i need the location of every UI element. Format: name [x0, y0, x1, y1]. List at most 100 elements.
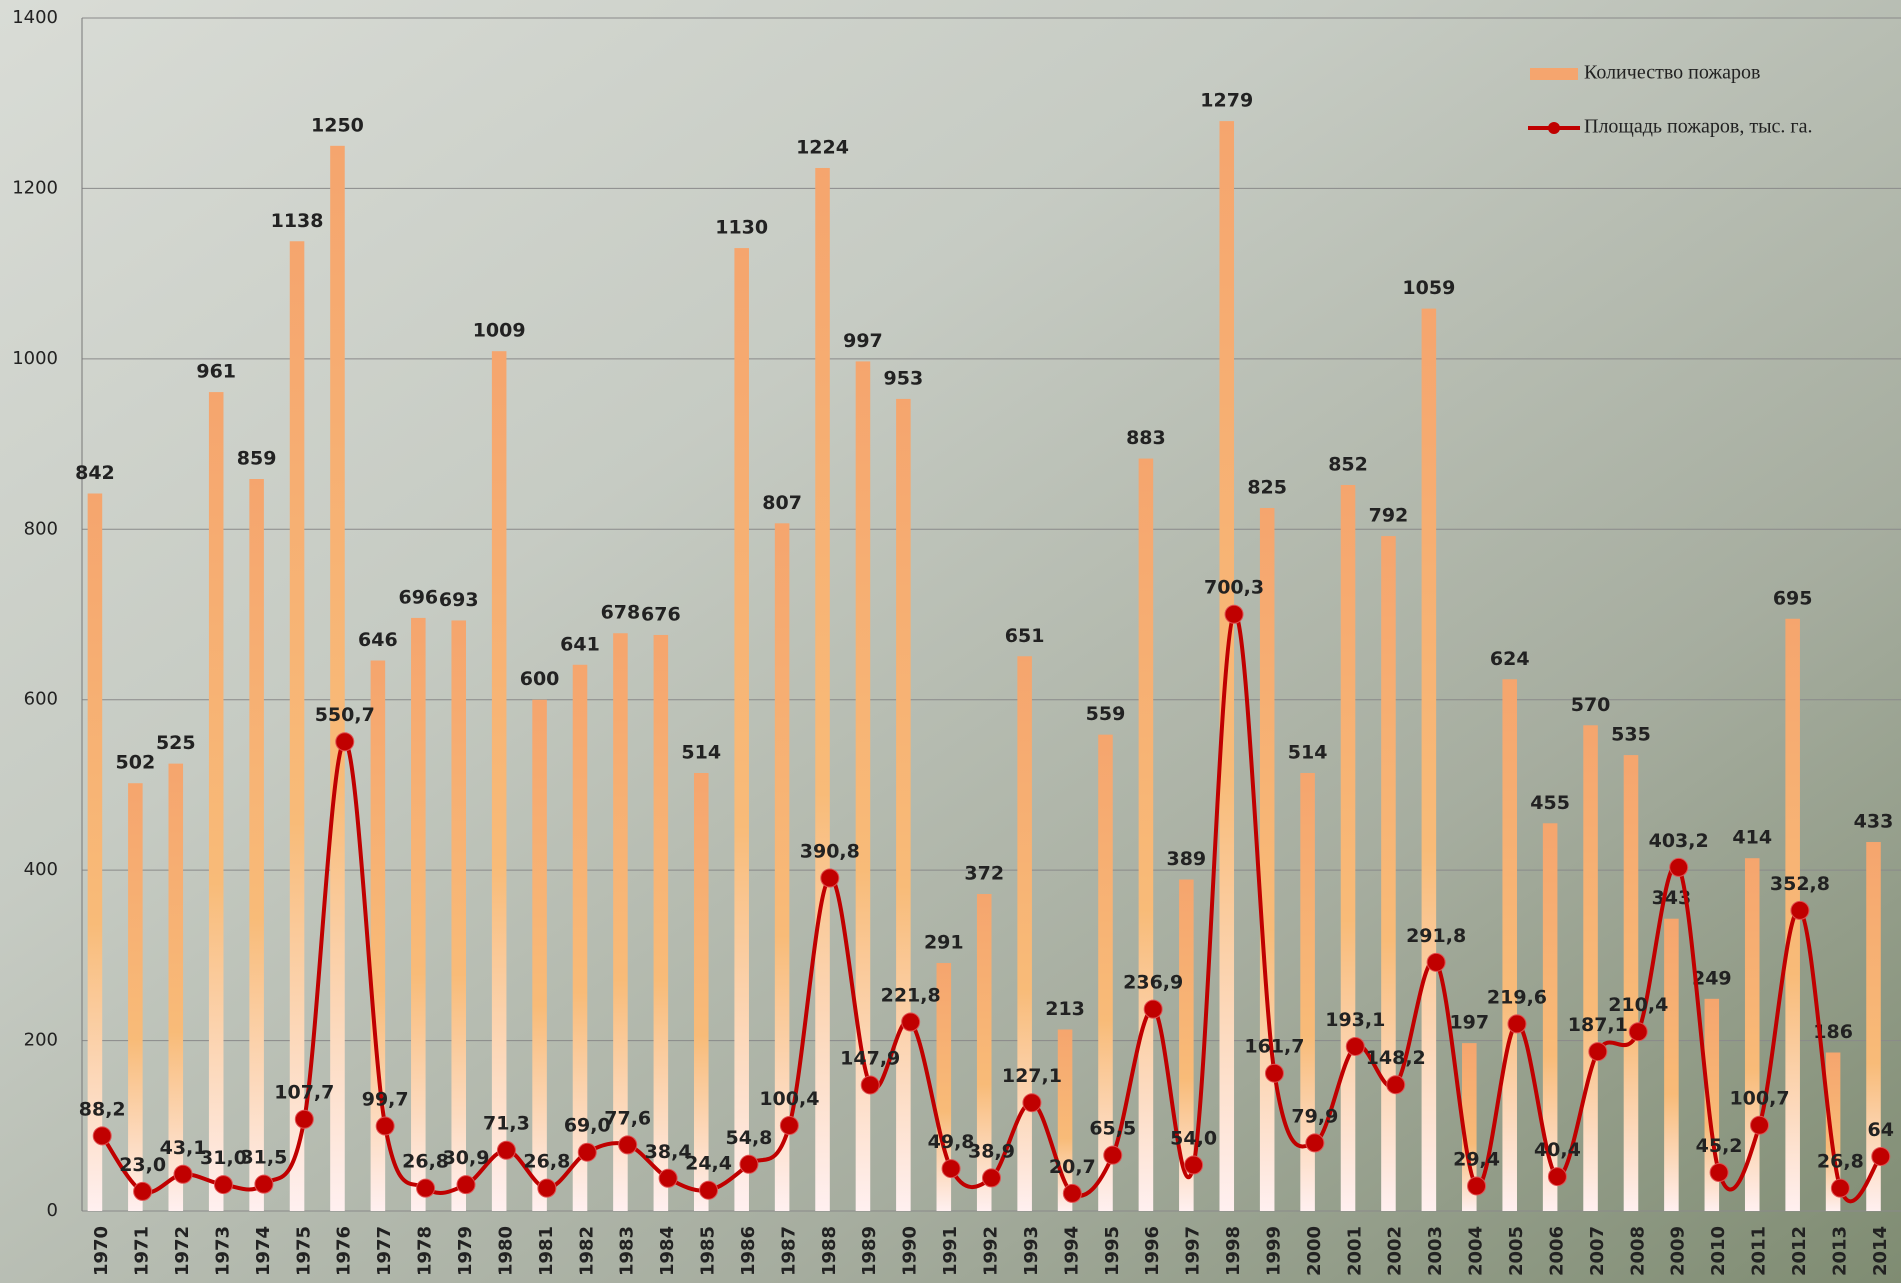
x-tick-label: 1974 [253, 1226, 274, 1276]
bar [1381, 536, 1396, 1211]
data-label: 997 [843, 330, 883, 352]
line-marker [1306, 1134, 1324, 1152]
x-tick-label: 2004 [1466, 1226, 1487, 1276]
line-marker [1265, 1064, 1283, 1082]
line-marker [1185, 1156, 1203, 1174]
x-tick-label: 1971 [132, 1226, 153, 1276]
data-label: 1250 [311, 114, 364, 136]
line-marker [1346, 1037, 1364, 1055]
bar [290, 241, 305, 1211]
data-label: 221,8 [881, 984, 941, 1006]
data-label: 77,6 [604, 1107, 651, 1129]
line-marker [1144, 1000, 1162, 1018]
line-marker [1629, 1023, 1647, 1041]
line-marker [417, 1179, 435, 1197]
line-marker [740, 1155, 758, 1173]
bar [1139, 459, 1154, 1211]
line-marker [336, 733, 354, 751]
x-tick-label: 2001 [1344, 1226, 1365, 1276]
bar [896, 399, 911, 1211]
line-marker [174, 1165, 192, 1183]
line-marker [983, 1169, 1001, 1187]
x-tick-label: 2013 [1829, 1226, 1850, 1276]
x-tick-label: 1988 [819, 1226, 840, 1276]
line-marker [457, 1176, 475, 1194]
line-marker [780, 1116, 798, 1134]
line-marker [1063, 1184, 1081, 1202]
data-label: 859 [237, 448, 277, 470]
data-label: 148,2 [1366, 1047, 1426, 1069]
x-tick-label: 1970 [91, 1226, 112, 1276]
line-marker [1872, 1147, 1890, 1165]
bar [1624, 755, 1639, 1211]
data-label: 193,1 [1325, 1009, 1385, 1031]
data-label: 45,2 [1696, 1135, 1743, 1157]
x-tick-label: 1976 [334, 1226, 355, 1276]
line-marker [700, 1181, 718, 1199]
bar [209, 392, 224, 1211]
data-label: 535 [1611, 724, 1651, 746]
x-tick-label: 1995 [1102, 1226, 1123, 1276]
x-tick-label: 1973 [212, 1226, 233, 1276]
bar [1583, 725, 1598, 1211]
data-label: 389 [1166, 848, 1206, 870]
line-marker [376, 1117, 394, 1135]
bar [249, 479, 264, 1211]
y-tick-label: 1000 [12, 348, 58, 369]
data-label: 54,8 [726, 1127, 773, 1149]
line-marker [861, 1076, 879, 1094]
data-label: 24,4 [685, 1153, 732, 1175]
x-tick-label: 2000 [1304, 1226, 1325, 1276]
line-marker [214, 1176, 232, 1194]
data-label: 210,4 [1608, 994, 1668, 1016]
x-tick-label: 1977 [374, 1226, 395, 1276]
data-label: 197 [1449, 1012, 1489, 1034]
line-marker [1670, 858, 1688, 876]
data-label: 1279 [1200, 90, 1253, 112]
line-marker [134, 1182, 152, 1200]
x-tick-label: 1983 [617, 1226, 638, 1276]
data-label: 99,7 [362, 1089, 409, 1111]
line-marker [1387, 1076, 1405, 1094]
bar [1422, 309, 1437, 1211]
line-marker [1548, 1168, 1566, 1186]
x-tick-label: 1984 [657, 1226, 678, 1276]
data-label: 65,5 [1089, 1118, 1136, 1140]
x-tick-label: 2011 [1749, 1226, 1770, 1276]
line-marker [1427, 953, 1445, 971]
data-label: 372 [964, 863, 1004, 885]
data-label: 54,0 [1170, 1127, 1217, 1149]
bar [1502, 679, 1517, 1211]
y-tick-label: 200 [24, 1030, 58, 1051]
x-tick-label: 1991 [940, 1226, 961, 1276]
x-tick-label: 1998 [1223, 1226, 1244, 1276]
x-tick-label: 2002 [1385, 1226, 1406, 1276]
data-label: 88,2 [79, 1098, 126, 1120]
data-label: 26,8 [523, 1151, 570, 1173]
x-tick-label: 1989 [859, 1226, 880, 1276]
data-label: 352,8 [1770, 873, 1830, 895]
line-marker [255, 1175, 273, 1193]
x-tick-label: 2007 [1587, 1226, 1608, 1276]
y-tick-label: 1200 [12, 177, 58, 198]
line-marker [1225, 605, 1243, 623]
data-label: 107,7 [274, 1082, 334, 1104]
x-tick-label: 2014 [1870, 1226, 1891, 1276]
line-marker [1023, 1094, 1041, 1112]
x-tick-label: 1986 [738, 1226, 759, 1276]
legend-label: Количество пожаров [1584, 62, 1760, 84]
x-tick-label: 1980 [495, 1226, 516, 1276]
data-label: 646 [358, 629, 398, 651]
data-label: 953 [884, 367, 924, 389]
line-marker [1751, 1116, 1769, 1134]
x-tick-label: 2010 [1708, 1226, 1729, 1276]
x-tick-label: 1981 [536, 1226, 557, 1276]
data-label: 559 [1086, 703, 1126, 725]
data-label: 695 [1773, 587, 1813, 609]
data-label: 213 [1045, 998, 1085, 1020]
line-marker [619, 1136, 637, 1154]
data-label: 651 [1005, 625, 1045, 647]
line-marker [821, 869, 839, 887]
bar [734, 248, 749, 1211]
data-label: 455 [1530, 792, 1570, 814]
